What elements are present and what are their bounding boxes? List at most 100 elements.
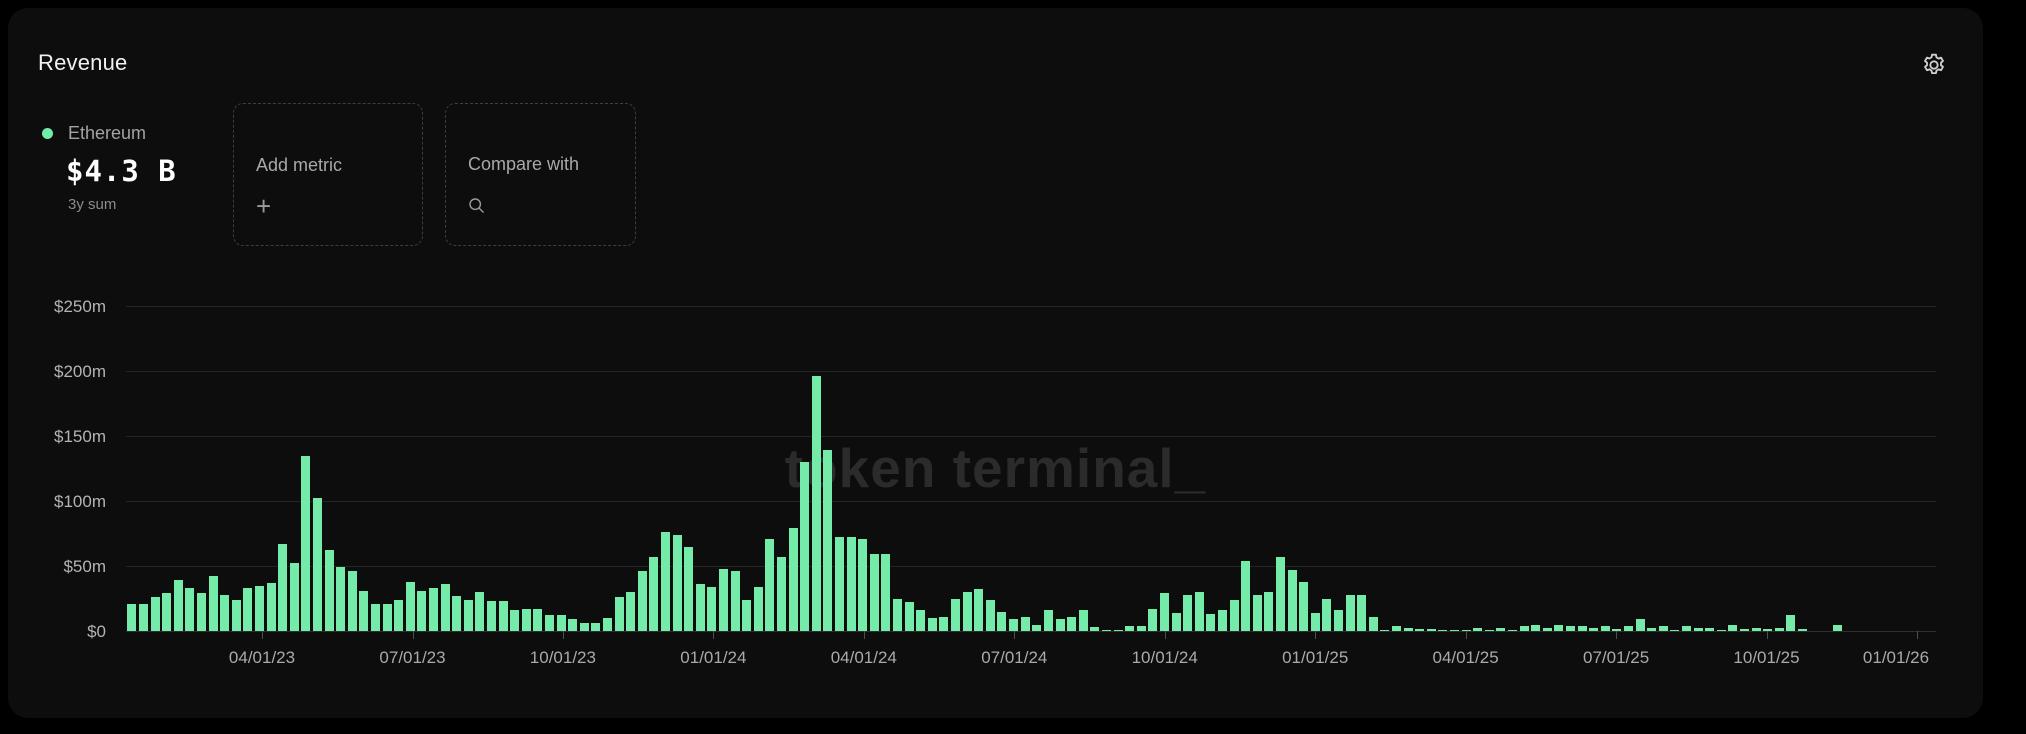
legend-period-label: 3y sum bbox=[68, 196, 117, 213]
x-axis-tick bbox=[262, 631, 263, 639]
revenue-bar bbox=[1194, 592, 1204, 631]
x-axis-labels: 04/01/23 07/01/23 10/01/23 01/01/24 04/01/24… bbox=[126, 648, 1936, 672]
revenue-bar bbox=[301, 455, 311, 631]
y-axis-tick-label: $0 bbox=[87, 622, 106, 641]
gridline bbox=[126, 371, 1936, 372]
gridline bbox=[126, 631, 1936, 632]
compare-with-label: Compare with bbox=[468, 153, 580, 174]
y-axis-tick-label: $200m bbox=[54, 362, 106, 381]
revenue-bar bbox=[150, 597, 160, 631]
revenue-bar bbox=[1774, 627, 1784, 631]
revenue-bar bbox=[1275, 556, 1285, 631]
revenue-bar bbox=[811, 376, 821, 631]
revenue-bar bbox=[1264, 592, 1274, 631]
x-axis-tick bbox=[1315, 631, 1317, 639]
revenue-bar bbox=[1380, 629, 1390, 631]
revenue-bar bbox=[858, 538, 868, 631]
revenue-bar bbox=[1368, 616, 1378, 631]
revenue-bar bbox=[394, 599, 404, 631]
revenue-bar bbox=[1484, 630, 1494, 631]
revenue-bar bbox=[951, 598, 961, 631]
y-axis-tick-label: $250m bbox=[54, 297, 106, 316]
revenue-bar bbox=[1554, 625, 1564, 631]
revenue-bar bbox=[730, 571, 740, 631]
revenue-bar bbox=[498, 601, 508, 631]
revenue-bar bbox=[719, 568, 729, 631]
legend-ethereum[interactable]: Ethereum $4.3 B 3y sum bbox=[42, 123, 177, 213]
revenue-chart-plot[interactable] bbox=[126, 306, 1936, 639]
revenue-bar bbox=[289, 563, 299, 631]
revenue-bar bbox=[626, 592, 636, 631]
revenue-bar bbox=[603, 618, 612, 631]
revenue-bar bbox=[1566, 626, 1576, 631]
revenue-bar bbox=[1032, 624, 1042, 631]
revenue-bar bbox=[1322, 598, 1332, 631]
gridline bbox=[126, 566, 1936, 567]
revenue-bar bbox=[1542, 627, 1552, 631]
revenue-bar bbox=[835, 537, 845, 631]
x-axis-tick-label: 01/01/24 bbox=[680, 648, 747, 667]
x-axis-tick-label: 07/01/24 bbox=[981, 648, 1048, 667]
revenue-bar bbox=[1682, 626, 1692, 631]
revenue-bar bbox=[1740, 629, 1750, 631]
add-metric-button[interactable]: Add metric + bbox=[233, 103, 423, 246]
y-axis-labels: $250m $200m $150m $100m $50m $0 bbox=[18, 8, 106, 734]
revenue-bar bbox=[173, 580, 183, 631]
revenue-bar bbox=[452, 595, 462, 631]
revenue-bar bbox=[1658, 626, 1668, 631]
revenue-bar bbox=[1171, 612, 1181, 631]
revenue-bar bbox=[1612, 629, 1622, 631]
revenue-bar bbox=[1693, 627, 1703, 631]
revenue-bar bbox=[591, 623, 601, 631]
revenue-bar bbox=[475, 592, 485, 631]
revenue-bar bbox=[1310, 612, 1320, 631]
revenue-bar bbox=[1009, 619, 1019, 631]
revenue-bar bbox=[962, 592, 972, 631]
revenue-bar bbox=[440, 584, 450, 631]
revenue-bar bbox=[1670, 629, 1680, 631]
revenue-bar bbox=[521, 608, 531, 631]
x-axis-tick bbox=[863, 631, 865, 639]
revenue-bar bbox=[1357, 594, 1367, 631]
x-axis-tick bbox=[412, 631, 414, 639]
revenue-bar bbox=[707, 586, 717, 631]
revenue-bar bbox=[1055, 619, 1065, 631]
revenue-bar bbox=[1020, 616, 1030, 631]
revenue-bar bbox=[486, 601, 496, 631]
revenue-bar bbox=[1728, 625, 1738, 631]
legend-total-value: $4.3 B bbox=[66, 154, 177, 188]
revenue-bar bbox=[544, 615, 554, 631]
settings-button[interactable] bbox=[1916, 48, 1952, 84]
revenue-bar bbox=[556, 615, 566, 631]
gridline bbox=[126, 501, 1936, 502]
revenue-bar bbox=[800, 462, 810, 631]
revenue-card: Revenue Ethereum $4.3 B 3y sum Add metri… bbox=[8, 8, 1983, 718]
revenue-bar bbox=[742, 599, 752, 631]
revenue-bar bbox=[324, 550, 334, 631]
revenue-bar bbox=[1101, 629, 1111, 631]
revenue-bar bbox=[1299, 581, 1309, 631]
revenue-bar bbox=[1577, 626, 1587, 631]
revenue-bar bbox=[1635, 619, 1645, 631]
revenue-bar bbox=[1531, 624, 1541, 631]
revenue-bar bbox=[127, 603, 137, 631]
revenue-bar bbox=[266, 582, 276, 631]
revenue-bar bbox=[1090, 627, 1100, 631]
revenue-bar bbox=[974, 589, 984, 631]
revenue-bar bbox=[777, 556, 787, 631]
revenue-bar bbox=[254, 585, 264, 631]
revenue-bar bbox=[579, 623, 589, 631]
revenue-bar bbox=[1589, 628, 1599, 631]
revenue-bar bbox=[1391, 625, 1401, 631]
revenue-bar bbox=[1461, 630, 1471, 631]
compare-with-button[interactable]: Compare with bbox=[445, 103, 636, 246]
revenue-bar bbox=[533, 608, 543, 631]
revenue-bar bbox=[312, 498, 322, 631]
revenue-bar bbox=[1078, 610, 1088, 631]
gear-icon bbox=[1921, 52, 1947, 81]
revenue-bar bbox=[370, 603, 380, 631]
revenue-bar bbox=[788, 528, 798, 631]
revenue-bar bbox=[672, 534, 682, 631]
revenue-bar bbox=[405, 581, 415, 631]
revenue-bar bbox=[1403, 628, 1413, 631]
